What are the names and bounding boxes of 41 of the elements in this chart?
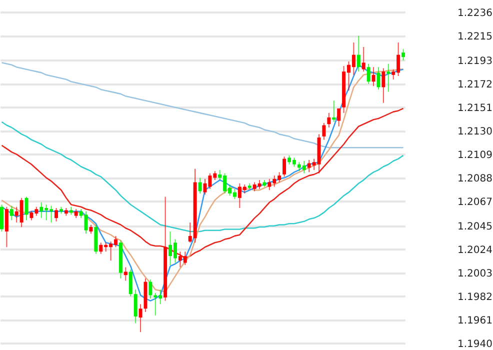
candlestick — [322, 122, 326, 140]
candlestick — [327, 112, 331, 128]
candlestick — [4, 206, 8, 248]
candlestick — [138, 304, 142, 333]
candlestick — [366, 63, 370, 84]
y-tick-label: 1.1940 — [458, 338, 492, 350]
candlestick — [372, 66, 376, 87]
y-tick-label: 1.2236 — [458, 8, 492, 19]
y-tick-label: 1.1982 — [458, 292, 492, 303]
y-tick-label: 1.2045 — [458, 221, 492, 232]
candlestick — [382, 68, 386, 104]
candlestick — [10, 205, 14, 221]
candlestick — [124, 266, 128, 282]
y-tick-label: 1.2088 — [458, 173, 492, 184]
line-series — [1, 62, 404, 148]
candlestick — [376, 66, 380, 90]
candlestick — [337, 108, 341, 127]
y-tick-label: 1.2151 — [458, 102, 492, 114]
y-tick-label: 1.2215 — [458, 31, 492, 42]
candlestick — [148, 279, 152, 300]
candlestick — [134, 289, 138, 324]
y-tick-label: 1.2193 — [458, 56, 492, 67]
candlestick — [362, 46, 366, 72]
line-series — [1, 121, 404, 232]
candlestick — [402, 48, 405, 61]
y-tick-label: 1.2172 — [458, 79, 492, 90]
y-tick-label: 1.2130 — [458, 126, 492, 138]
candlestick — [386, 63, 390, 92]
candlestick — [24, 196, 28, 221]
candlestick — [282, 156, 286, 178]
y-tick-label: 1.2024 — [458, 244, 492, 256]
candlestick — [198, 177, 202, 194]
y-tick-label: 1.2067 — [458, 196, 492, 208]
y-tick-label: 1.2109 — [458, 150, 492, 161]
y-tick-label: 1.2003 — [458, 268, 492, 280]
candlestick — [0, 204, 4, 232]
candlestick — [332, 100, 336, 122]
candlestick — [356, 35, 360, 72]
y-tick-label: 1.1961 — [458, 315, 492, 326]
candlestick — [54, 207, 58, 222]
candlestick — [128, 268, 132, 297]
